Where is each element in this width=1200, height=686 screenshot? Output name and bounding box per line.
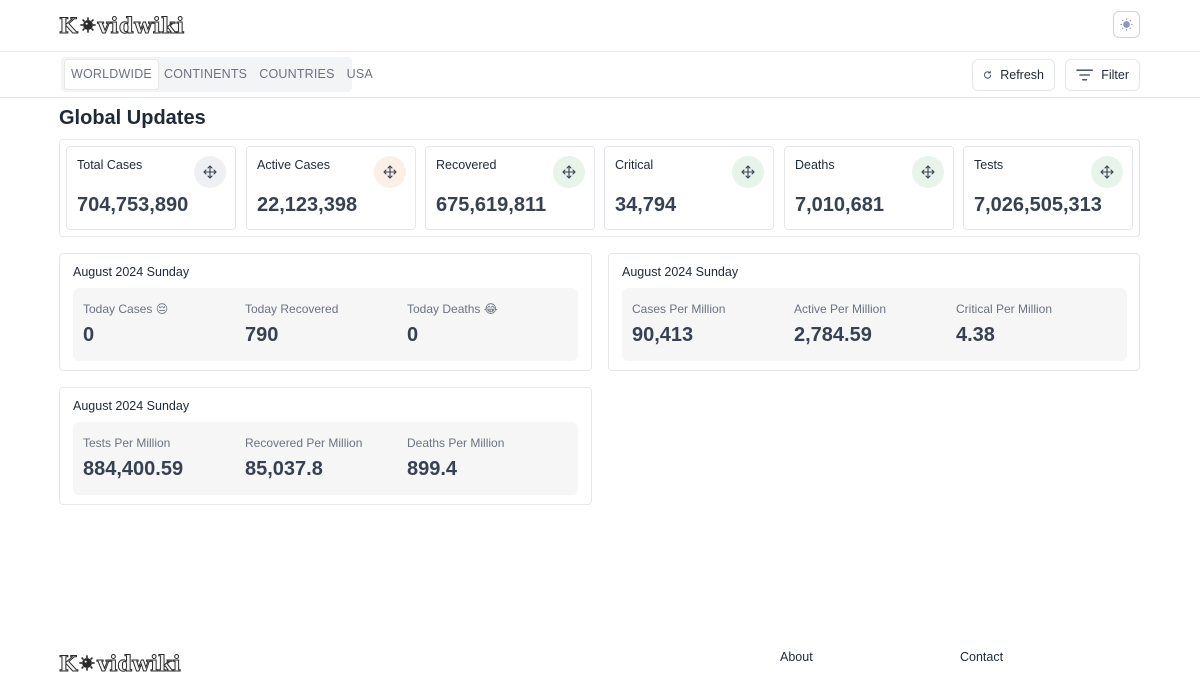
metric-label: Cases Per Million [632, 302, 726, 316]
virus-icon [79, 655, 95, 671]
footer-logo[interactable]: K vidwiki [58, 650, 181, 676]
virus-icon [80, 17, 96, 33]
metric-label: Active Per Million [794, 302, 887, 316]
stat-value: 675,619,811 [436, 194, 547, 216]
move-icon [1100, 165, 1114, 179]
panel-metrics: Today Cases 😔 0 Today Recovered 790 Toda… [73, 288, 578, 361]
stat-icon-badge [374, 156, 406, 188]
move-icon [383, 165, 397, 179]
logo-text-right: vidwiki [97, 12, 185, 38]
panel-date: August 2024 Sunday [73, 399, 190, 413]
move-icon [921, 165, 935, 179]
metric-value: 790 [245, 324, 279, 346]
metric-value: 0 [83, 324, 95, 346]
metric-value: 899.4 [407, 458, 458, 480]
stat-label: Total Cases [77, 158, 143, 172]
stat-value: 7,010,681 [795, 194, 884, 216]
region-tabs: WORLDWIDE CONTINENTS COUNTRIES USA [61, 57, 373, 92]
metric-label: Today Deaths 😂 [407, 302, 498, 316]
stat-card-recovered[interactable]: Recovered 675,619,811 [425, 146, 595, 230]
move-icon [741, 165, 755, 179]
stat-icon-badge [732, 156, 764, 188]
filter-label: Filter [1101, 68, 1129, 82]
stat-card-total-cases[interactable]: Total Cases 704,753,890 [66, 146, 236, 230]
metric-label: Today Recovered [245, 302, 339, 316]
tests-per-million-panel: August 2024 Sunday Tests Per Million 884… [59, 387, 592, 505]
tab-worldwide[interactable]: WORLDWIDE [65, 60, 158, 89]
stat-label: Recovered [436, 158, 497, 172]
stat-icon-badge [912, 156, 944, 188]
stat-card-tests[interactable]: Tests 7,026,505,313 [963, 146, 1133, 230]
metric-value: 4.38 [956, 324, 995, 346]
stat-card-critical[interactable]: Critical 34,794 [604, 146, 774, 230]
theme-toggle-button[interactable] [1113, 11, 1140, 38]
panel-metrics: Cases Per Million 90,413 Active Per Mill… [622, 288, 1127, 361]
stat-label: Deaths [795, 158, 835, 172]
sun-icon [1120, 18, 1133, 31]
tab-continents[interactable]: CONTINENTS [163, 67, 248, 81]
stat-card-deaths[interactable]: Deaths 7,010,681 [784, 146, 954, 230]
stat-icon-badge [194, 156, 226, 188]
metric-label: Recovered Per Million [245, 436, 363, 450]
metric-label: Critical Per Million [956, 302, 1053, 316]
stat-icon-badge [553, 156, 585, 188]
nav-bar: WORLDWIDE CONTINENTS COUNTRIES USA Refre… [0, 52, 1200, 98]
stat-label: Active Cases [257, 158, 330, 172]
metric-value: 884,400.59 [83, 458, 184, 480]
panel-date: August 2024 Sunday [622, 265, 739, 279]
footer-logo-text-left: K [58, 650, 78, 676]
site-logo[interactable]: K vidwiki [59, 12, 185, 38]
stat-value: 22,123,398 [257, 194, 358, 216]
per-million-panel: August 2024 Sunday Cases Per Million 90,… [608, 253, 1140, 371]
metric-value: 85,037.8 [245, 458, 323, 480]
metric-value: 2,784.59 [794, 324, 872, 346]
metric-label: Today Cases 😔 [83, 302, 169, 316]
filter-button[interactable]: Filter [1065, 59, 1140, 91]
refresh-icon [984, 70, 992, 79]
stat-value: 704,753,890 [77, 194, 189, 216]
stat-icon-badge [1091, 156, 1123, 188]
tab-usa[interactable]: USA [346, 67, 373, 81]
stat-value: 7,026,505,313 [974, 194, 1102, 216]
panel-metrics: Tests Per Million 884,400.59 Recovered P… [73, 422, 578, 495]
move-icon [203, 165, 217, 179]
stats-row: Total Cases 704,753,890 Active Cases 22,… [59, 139, 1140, 237]
metric-label: Tests Per Million [83, 436, 171, 450]
logo-text-left: K [59, 12, 78, 38]
stat-label: Tests [974, 158, 1004, 172]
panel-date: August 2024 Sunday [73, 265, 190, 279]
refresh-button[interactable]: Refresh [972, 59, 1055, 91]
footer-link-about[interactable]: About [780, 650, 813, 664]
refresh-label: Refresh [1000, 68, 1044, 82]
page-title: Global Updates [59, 107, 206, 129]
metric-label: Deaths Per Million [407, 436, 505, 450]
today-panel: August 2024 Sunday Today Cases 😔 0 Today… [59, 253, 592, 371]
metric-value: 90,413 [632, 324, 694, 346]
filter-icon [1076, 69, 1093, 81]
stat-label: Critical [615, 158, 654, 172]
footer-logo-text-right: vidwiki [97, 650, 181, 676]
tab-countries[interactable]: COUNTRIES [259, 67, 335, 81]
stat-value: 34,794 [615, 194, 677, 216]
metric-value: 0 [407, 324, 419, 346]
move-icon [562, 165, 576, 179]
top-bar: K vidwiki [0, 0, 1200, 52]
footer-link-contact[interactable]: Contact [960, 650, 1004, 664]
stat-card-active-cases[interactable]: Active Cases 22,123,398 [246, 146, 416, 230]
